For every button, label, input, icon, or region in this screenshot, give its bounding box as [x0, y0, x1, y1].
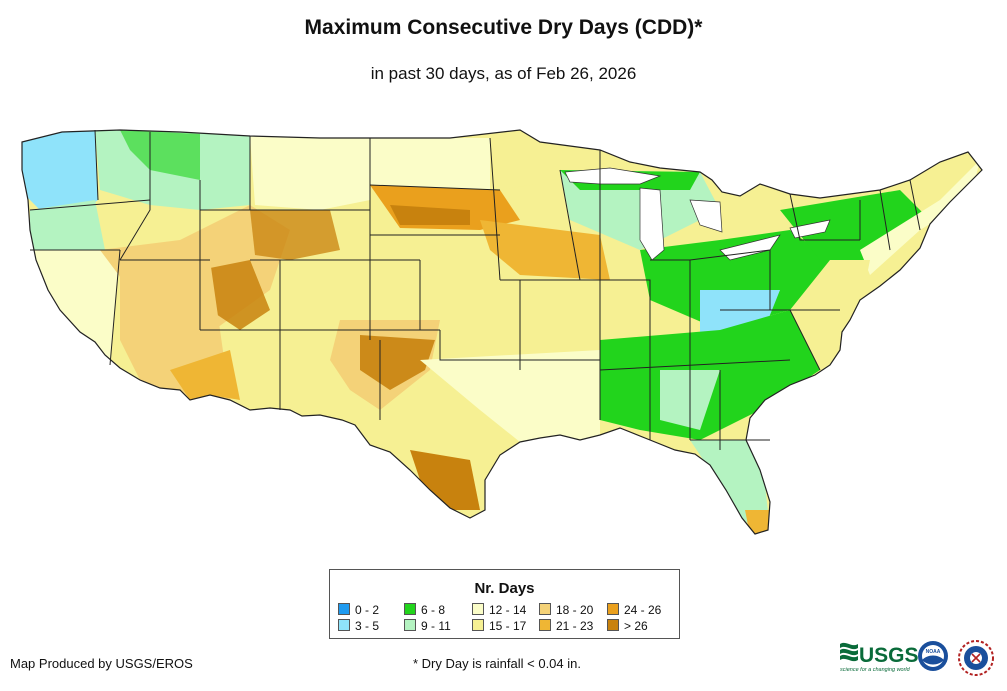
great-lakes — [564, 167, 831, 261]
legend-title: Nr. Days — [474, 580, 535, 597]
cdd-map — [21, 129, 983, 535]
legend-item: 9 - 11 — [404, 619, 451, 633]
legend-item: 21 - 23 — [539, 619, 593, 633]
legend-swatch — [539, 619, 551, 631]
legend-label: 9 - 11 — [421, 619, 451, 633]
legend-label: > 26 — [624, 619, 648, 633]
legend-swatch — [472, 619, 484, 631]
legend-label: 12 - 14 — [489, 603, 527, 617]
usgs-logo: USGS science for a changing world — [840, 642, 919, 673]
legend-swatch — [472, 603, 484, 615]
legend: Nr. Days 0 - 2 3 - 5 6 - 8 9 - 11 12 - 1… — [329, 569, 680, 639]
footnote: * Dry Day is rainfall < 0.04 in. — [413, 656, 581, 671]
legend-swatch — [539, 603, 551, 615]
legend-item: 12 - 14 — [472, 603, 526, 617]
agency-logos: USGS science for a changing world NOAA — [840, 640, 994, 676]
legend-item: > 26 — [607, 619, 648, 633]
legend-label: 3 - 5 — [355, 619, 380, 633]
legend-item: 15 - 17 — [472, 619, 526, 633]
legend-item: 24 - 26 — [607, 603, 661, 617]
legend-item: 6 - 8 — [404, 603, 445, 617]
legend-swatch — [338, 603, 350, 615]
legend-swatch — [404, 619, 416, 631]
usgs-wordmark: USGS — [859, 644, 919, 667]
legend-label: 21 - 23 — [556, 619, 594, 633]
legend-swatch — [338, 619, 350, 631]
legend-swatch — [404, 603, 416, 615]
national-weather-service-icon — [958, 640, 994, 676]
legend-label: 0 - 2 — [355, 603, 380, 617]
map-title: Maximum Consecutive Dry Days (CDD)* — [304, 16, 703, 39]
legend-label: 6 - 8 — [421, 603, 446, 617]
map-subtitle: in past 30 days, as of Feb 26, 2026 — [370, 64, 637, 83]
legend-swatch — [607, 619, 619, 631]
legend-label: 15 - 17 — [489, 619, 527, 633]
usgs-tagline: science for a changing world — [840, 667, 911, 673]
noaa-wordmark: NOAA — [926, 649, 941, 655]
state-boundaries — [21, 129, 983, 535]
legend-item: 0 - 2 — [338, 603, 379, 617]
legend-item: 18 - 20 — [539, 603, 593, 617]
legend-item: 3 - 5 — [338, 619, 379, 633]
noaa-logo: NOAA — [918, 641, 948, 671]
legend-swatch — [607, 603, 619, 615]
dry-days-field — [22, 130, 982, 534]
legend-label: 18 - 20 — [556, 603, 594, 617]
legend-label: 24 - 26 — [624, 603, 662, 617]
map-credit: Map Produced by USGS/EROS — [10, 656, 193, 671]
